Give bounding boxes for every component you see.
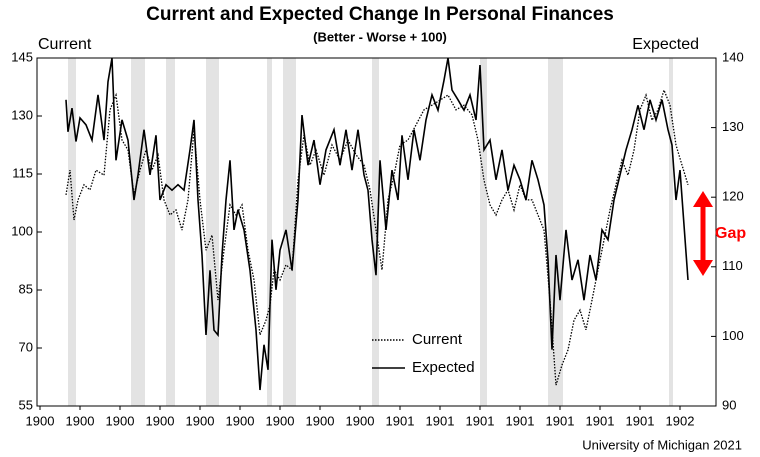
x-tick-label: 1900 [26,413,55,428]
recession-band [267,58,272,406]
recession-band [68,58,76,406]
x-tick-label: 1901 [386,413,415,428]
y-tick-label: 55 [19,397,33,412]
y-tick-label: 115 [12,165,33,180]
gap-arrow-head [693,260,713,276]
x-tick-label: 1902 [666,413,695,428]
x-tick-label: 1901 [586,413,615,428]
y2-tick-label: 110 [722,258,743,273]
y2-tick-label: 100 [722,328,744,343]
x-tick-label: 1901 [506,413,535,428]
legend-label: Expected [412,359,475,376]
series-line [65,57,689,391]
y-tick-label: 145 [11,49,33,64]
recession-band [166,58,175,406]
x-tick-label: 1900 [266,413,295,428]
x-tick-label: 1901 [546,413,575,428]
x-tick-label: 1900 [306,413,335,428]
y-tick-label: 130 [11,107,33,122]
x-tick-label: 1901 [626,413,655,428]
recession-band [548,58,563,406]
chart-title: Current and Expected Change In Personal … [146,4,614,25]
x-tick-label: 1900 [146,413,175,428]
series-line [65,88,689,386]
y-tick-label: 85 [19,281,33,296]
x-tick-label: 1901 [466,413,495,428]
y2-axis-label: Expected [632,36,699,53]
x-tick-label: 1900 [186,413,215,428]
recession-band [131,58,145,406]
chart-subtitle: (Better - Worse + 100) [313,29,447,44]
x-tick-label: 1901 [426,413,455,428]
y2-tick-label: 90 [722,397,736,412]
x-tick-label: 1900 [226,413,255,428]
gap-label: Gap [715,225,746,242]
recession-band [480,58,487,406]
y2-tick-label: 140 [722,49,744,64]
y-tick-label: 100 [11,223,33,238]
y-axis-label: Current [38,36,92,53]
recession-band [669,58,673,406]
x-tick-label: 1900 [346,413,375,428]
recession-band [372,58,379,406]
recession-band [206,58,219,406]
legend-label: Current [412,331,463,348]
x-tick-label: 1900 [66,413,95,428]
source-note: University of Michigan 2021 [582,437,742,452]
recession-band [283,58,296,406]
x-tick-label: 1900 [106,413,135,428]
y2-tick-label: 120 [722,189,744,204]
gap-arrow-head [693,191,713,207]
y-tick-label: 70 [19,339,33,354]
plot-frame [36,57,717,407]
y2-tick-label: 130 [722,119,744,134]
